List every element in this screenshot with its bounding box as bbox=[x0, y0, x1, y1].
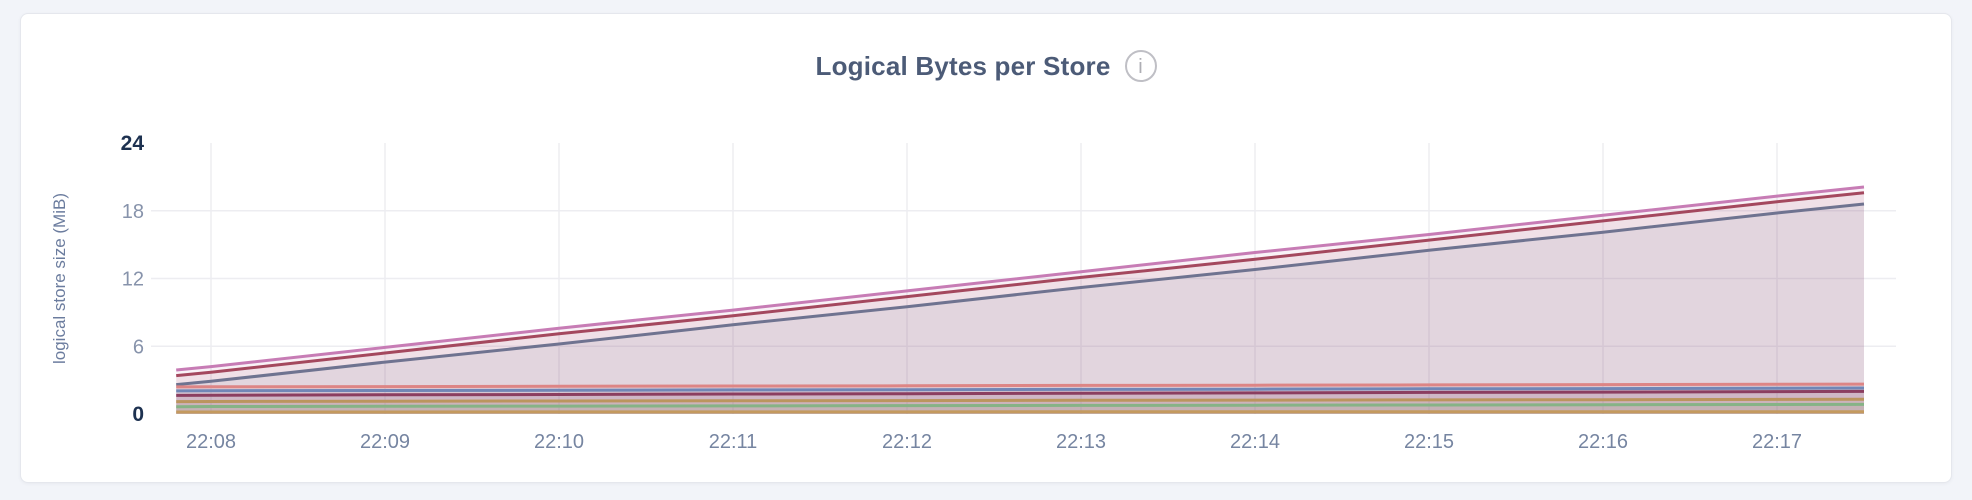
chart-header: Logical Bytes per Store i bbox=[21, 50, 1951, 82]
x-tick-label: 22:11 bbox=[709, 431, 758, 453]
info-icon[interactable]: i bbox=[1124, 50, 1157, 82]
area-6 bbox=[176, 391, 1865, 414]
y-tick-label: 6 bbox=[133, 336, 144, 358]
x-tick-label: 22:16 bbox=[1578, 431, 1628, 453]
area-3 bbox=[176, 204, 1865, 414]
x-tick-label: 22:08 bbox=[186, 431, 236, 453]
line-2[interactable] bbox=[176, 191, 1865, 378]
y-axis: 0 6 12 18 24 logical store size (MiB) bbox=[50, 132, 144, 426]
x-tick-label: 22:14 bbox=[1230, 431, 1280, 453]
y-axis-label: logical store size (MiB) bbox=[50, 193, 69, 364]
x-axis: 22:08 22:09 22:10 22:11 22:12 22:13 22:14 22:15… bbox=[186, 431, 1802, 453]
x-tick-label: 22:13 bbox=[1056, 431, 1106, 453]
x-tick-label: 22:10 bbox=[534, 431, 584, 453]
line-4[interactable] bbox=[176, 382, 1865, 389]
x-tick-label: 22:12 bbox=[882, 431, 932, 453]
x-tick-label: 22:17 bbox=[1752, 431, 1802, 453]
y-tick-label: 12 bbox=[122, 269, 144, 291]
line-8[interactable] bbox=[176, 402, 1865, 409]
line-3[interactable] bbox=[176, 202, 1865, 387]
chart-title: Logical Bytes per Store bbox=[815, 50, 1111, 81]
y-tick-label: 24 bbox=[121, 132, 145, 155]
metric-chart-card: Logical Bytes per Store i 0 6 12 18 24 logica… bbox=[20, 13, 1952, 483]
series-group bbox=[176, 185, 1865, 414]
x-tick-label: 22:09 bbox=[360, 431, 410, 453]
y-tick-label: 18 bbox=[122, 201, 144, 223]
area-1 bbox=[176, 187, 1865, 414]
line-5[interactable] bbox=[176, 386, 1865, 393]
y-tick-label: 0 bbox=[132, 403, 144, 426]
line-1[interactable] bbox=[176, 185, 1865, 372]
x-tick-label: 22:15 bbox=[1404, 431, 1454, 453]
line-7[interactable] bbox=[176, 397, 1865, 404]
line-6[interactable] bbox=[176, 389, 1865, 397]
